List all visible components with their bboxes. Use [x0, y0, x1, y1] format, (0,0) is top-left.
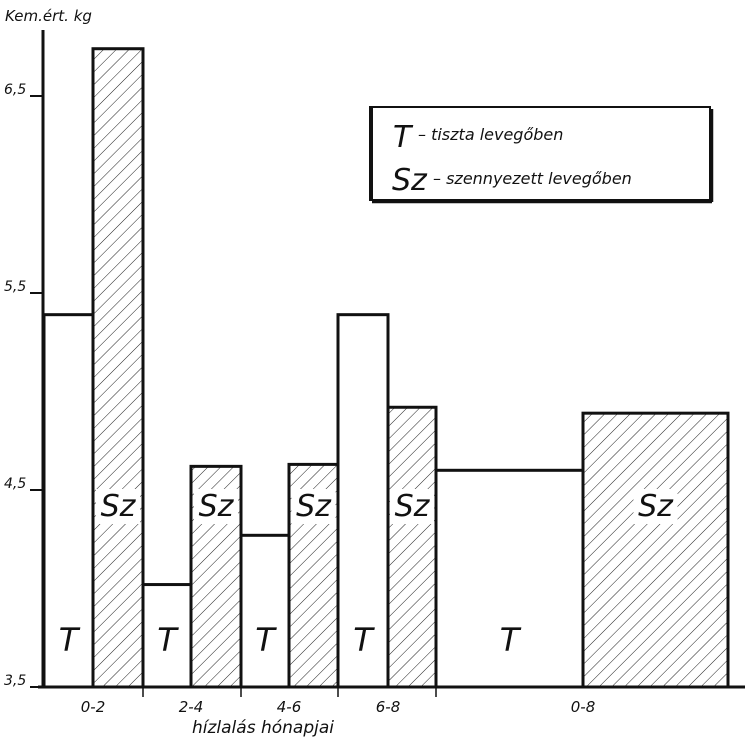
y-tick-label: 5,5 — [4, 279, 26, 295]
bar-label-t-0-2: T — [59, 621, 81, 659]
y-tick-label: 6,5 — [4, 82, 26, 98]
y-ticks: 6,5 5,5 4,5 3,5 — [4, 82, 44, 689]
x-tick-label: 4-6 — [277, 698, 302, 716]
legend-text-t: – tiszta levegőben — [418, 125, 563, 144]
bar-t-0-8 — [434, 468, 585, 689]
bar-t-6-8 — [336, 313, 390, 689]
x-ticks: 0-2 2-4 4-6 6-8 0-8 — [81, 687, 596, 716]
bar-label-bg — [291, 489, 336, 524]
legend-key-sz: Sz — [392, 163, 428, 198]
bar-label-bg — [633, 489, 678, 524]
y-axis-label: Kem.ért. kg — [5, 7, 92, 25]
bar-sz-0-2 — [91, 47, 145, 689]
bar-sz-0-8 — [581, 411, 730, 689]
x-tick-label: 0-8 — [571, 698, 596, 716]
bar-label-sz-0-2: Sz — [101, 489, 137, 524]
bar-label-bg — [390, 489, 434, 524]
bars: T Sz T Sz T Sz T Sz T Sz — [42, 47, 730, 689]
bar-t-0-2 — [42, 313, 95, 689]
legend: T – tiszta levegőben Sz – szennyezett le… — [369, 106, 714, 204]
bar-label-sz-0-8: Sz — [638, 489, 674, 524]
y-tick-label: 3,5 — [4, 673, 26, 689]
bar-t-4-6 — [239, 533, 291, 689]
bar-label-t-4-6: T — [255, 621, 277, 659]
bar-label-t-2-4: T — [157, 621, 179, 659]
x-tick-label: 6-8 — [376, 698, 401, 716]
x-tick-label: 2-4 — [179, 698, 204, 716]
bar-label-t-0-8: T — [500, 621, 522, 659]
bar-label-bg — [96, 489, 140, 524]
x-tick-label: 0-2 — [81, 698, 106, 716]
legend-text-sz: – szennyezett levegőben — [433, 169, 632, 188]
legend-key-t: T — [393, 120, 414, 155]
bar-label-sz-6-8: Sz — [395, 489, 431, 524]
bar-label-t-6-8: T — [353, 621, 375, 659]
bar-label-sz-4-6: Sz — [296, 489, 332, 524]
bar-sz-6-8 — [386, 405, 438, 689]
bar-label-sz-2-4: Sz — [199, 489, 235, 524]
x-axis-label: hízlalás hónapjai — [192, 718, 334, 738]
bar-label-bg — [194, 489, 238, 524]
y-tick-label: 4,5 — [4, 476, 26, 492]
